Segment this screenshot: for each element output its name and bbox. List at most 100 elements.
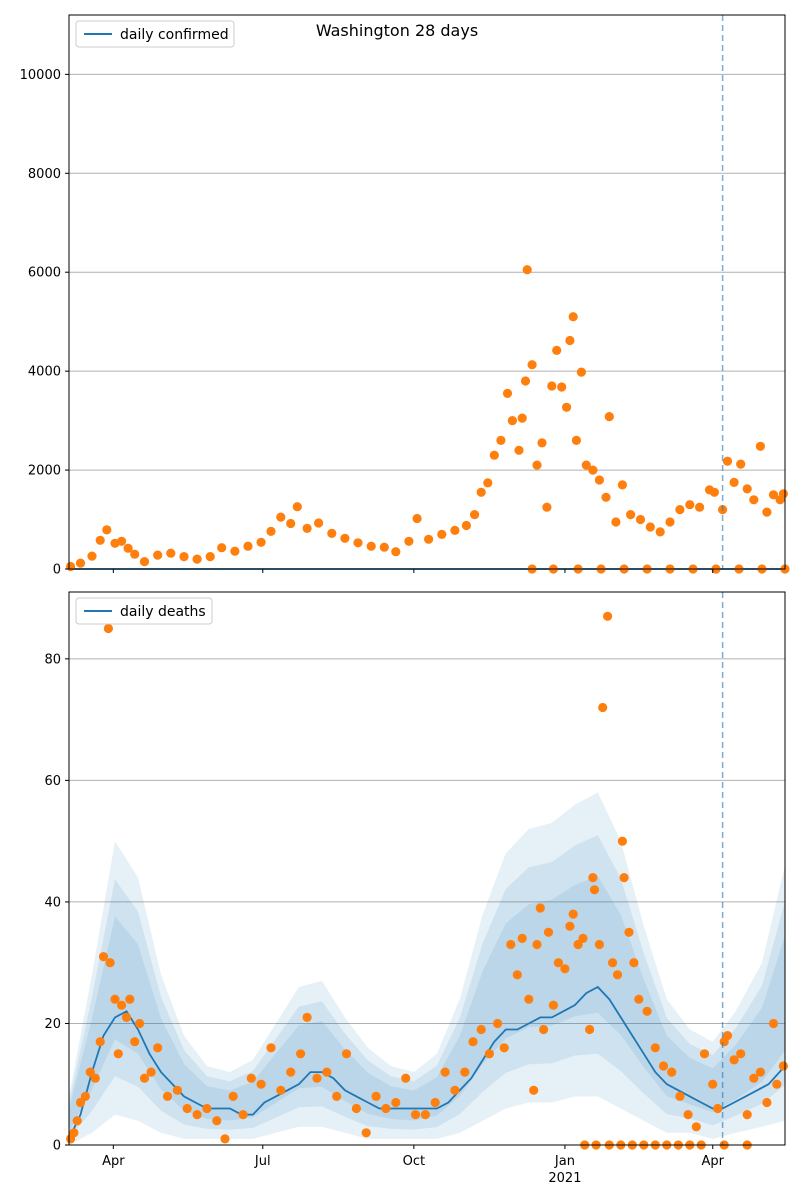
data-point bbox=[102, 525, 112, 535]
data-point bbox=[527, 360, 537, 370]
y-tick-label: 2000 bbox=[28, 464, 61, 479]
data-point bbox=[286, 1067, 296, 1077]
data-point bbox=[351, 1103, 361, 1114]
data-point bbox=[468, 1037, 478, 1047]
data-point bbox=[507, 416, 517, 426]
data-point bbox=[228, 1091, 238, 1101]
data-point bbox=[379, 542, 389, 552]
deaths-x-axis: Apr Jul Oct Jan 2021 Apr bbox=[102, 1145, 725, 1186]
data-point bbox=[722, 456, 733, 466]
data-point bbox=[139, 557, 150, 567]
data-point bbox=[588, 465, 598, 475]
data-point bbox=[598, 702, 608, 713]
data-point bbox=[172, 1085, 182, 1095]
confirmed-gridlines bbox=[69, 73, 785, 471]
data-point bbox=[493, 1018, 503, 1029]
data-point bbox=[667, 1067, 677, 1077]
data-point bbox=[371, 1091, 381, 1101]
deaths-legend: daily deaths bbox=[75, 597, 213, 625]
data-point bbox=[506, 939, 516, 950]
data-point bbox=[302, 523, 312, 534]
data-point bbox=[772, 1079, 782, 1089]
data-point bbox=[695, 502, 705, 512]
data-point bbox=[117, 1000, 127, 1010]
data-point bbox=[341, 1049, 352, 1059]
data-point bbox=[192, 1110, 202, 1120]
data-point bbox=[762, 507, 772, 517]
data-point bbox=[524, 994, 534, 1004]
data-point bbox=[130, 549, 140, 559]
y-tick-label: 0 bbox=[53, 563, 61, 578]
data-point bbox=[691, 1122, 701, 1132]
data-point bbox=[742, 484, 752, 494]
deaths-plot-frame bbox=[68, 591, 786, 1146]
confirmed-x-axis bbox=[112, 569, 714, 573]
data-point bbox=[517, 413, 527, 423]
data-point bbox=[266, 526, 276, 537]
y-tick-label: 8000 bbox=[28, 167, 61, 182]
legend-label-daily-deaths: daily deaths bbox=[120, 604, 206, 620]
confirmed-legend: daily confirmed bbox=[75, 20, 235, 48]
data-point bbox=[736, 1049, 746, 1059]
data-point bbox=[314, 518, 324, 528]
data-point bbox=[381, 1103, 391, 1114]
data-point bbox=[568, 909, 578, 919]
data-point bbox=[412, 513, 422, 524]
data-point bbox=[522, 265, 532, 275]
data-point bbox=[603, 611, 613, 621]
data-point bbox=[585, 1024, 595, 1035]
data-point bbox=[594, 939, 605, 950]
data-point bbox=[708, 1079, 718, 1089]
data-point bbox=[543, 927, 554, 937]
data-point bbox=[571, 435, 582, 445]
data-point bbox=[401, 1073, 411, 1083]
data-point bbox=[685, 500, 695, 510]
data-point bbox=[166, 548, 176, 558]
data-point bbox=[90, 1073, 100, 1083]
y-tick-label: 4000 bbox=[28, 365, 61, 380]
x-tick-label: Apr bbox=[701, 1154, 724, 1169]
data-point bbox=[778, 489, 789, 499]
data-point bbox=[276, 1085, 286, 1095]
data-point bbox=[645, 522, 655, 532]
data-point bbox=[655, 527, 665, 537]
data-point bbox=[722, 1031, 733, 1041]
data-point bbox=[424, 534, 434, 544]
x-tick-label: Jul bbox=[254, 1154, 271, 1169]
deaths-panel: 0 20 40 60 80 Apr Jul Oct Jan 2021 Apr daily deat… bbox=[44, 591, 789, 1186]
legend-frame bbox=[75, 597, 213, 625]
data-point bbox=[353, 538, 363, 548]
data-point bbox=[95, 1037, 105, 1047]
series-line bbox=[68, 985, 786, 1140]
data-point bbox=[512, 970, 522, 980]
data-point bbox=[565, 921, 575, 931]
data-point bbox=[565, 335, 575, 346]
data-point bbox=[755, 441, 766, 451]
data-point bbox=[642, 1006, 652, 1016]
data-point bbox=[560, 964, 570, 974]
data-point bbox=[332, 1091, 342, 1101]
data-point bbox=[608, 958, 618, 968]
data-point bbox=[117, 536, 127, 546]
data-point bbox=[573, 939, 583, 950]
data-point bbox=[217, 543, 227, 553]
data-point bbox=[539, 1024, 549, 1035]
data-point bbox=[535, 903, 545, 913]
data-point bbox=[87, 551, 97, 561]
data-point bbox=[594, 475, 605, 485]
data-point bbox=[502, 388, 513, 398]
data-point bbox=[461, 520, 471, 531]
data-point bbox=[483, 478, 493, 488]
data-point bbox=[361, 1128, 371, 1138]
data-point bbox=[103, 623, 113, 634]
data-point bbox=[520, 376, 531, 386]
data-point bbox=[709, 487, 720, 497]
data-point bbox=[552, 345, 562, 355]
data-point bbox=[80, 1091, 90, 1101]
data-point bbox=[470, 509, 480, 520]
y-tick-label: 20 bbox=[44, 1017, 61, 1032]
data-point bbox=[617, 480, 628, 490]
data-point bbox=[562, 402, 572, 412]
data-point bbox=[611, 517, 621, 527]
data-point bbox=[85, 1067, 95, 1077]
